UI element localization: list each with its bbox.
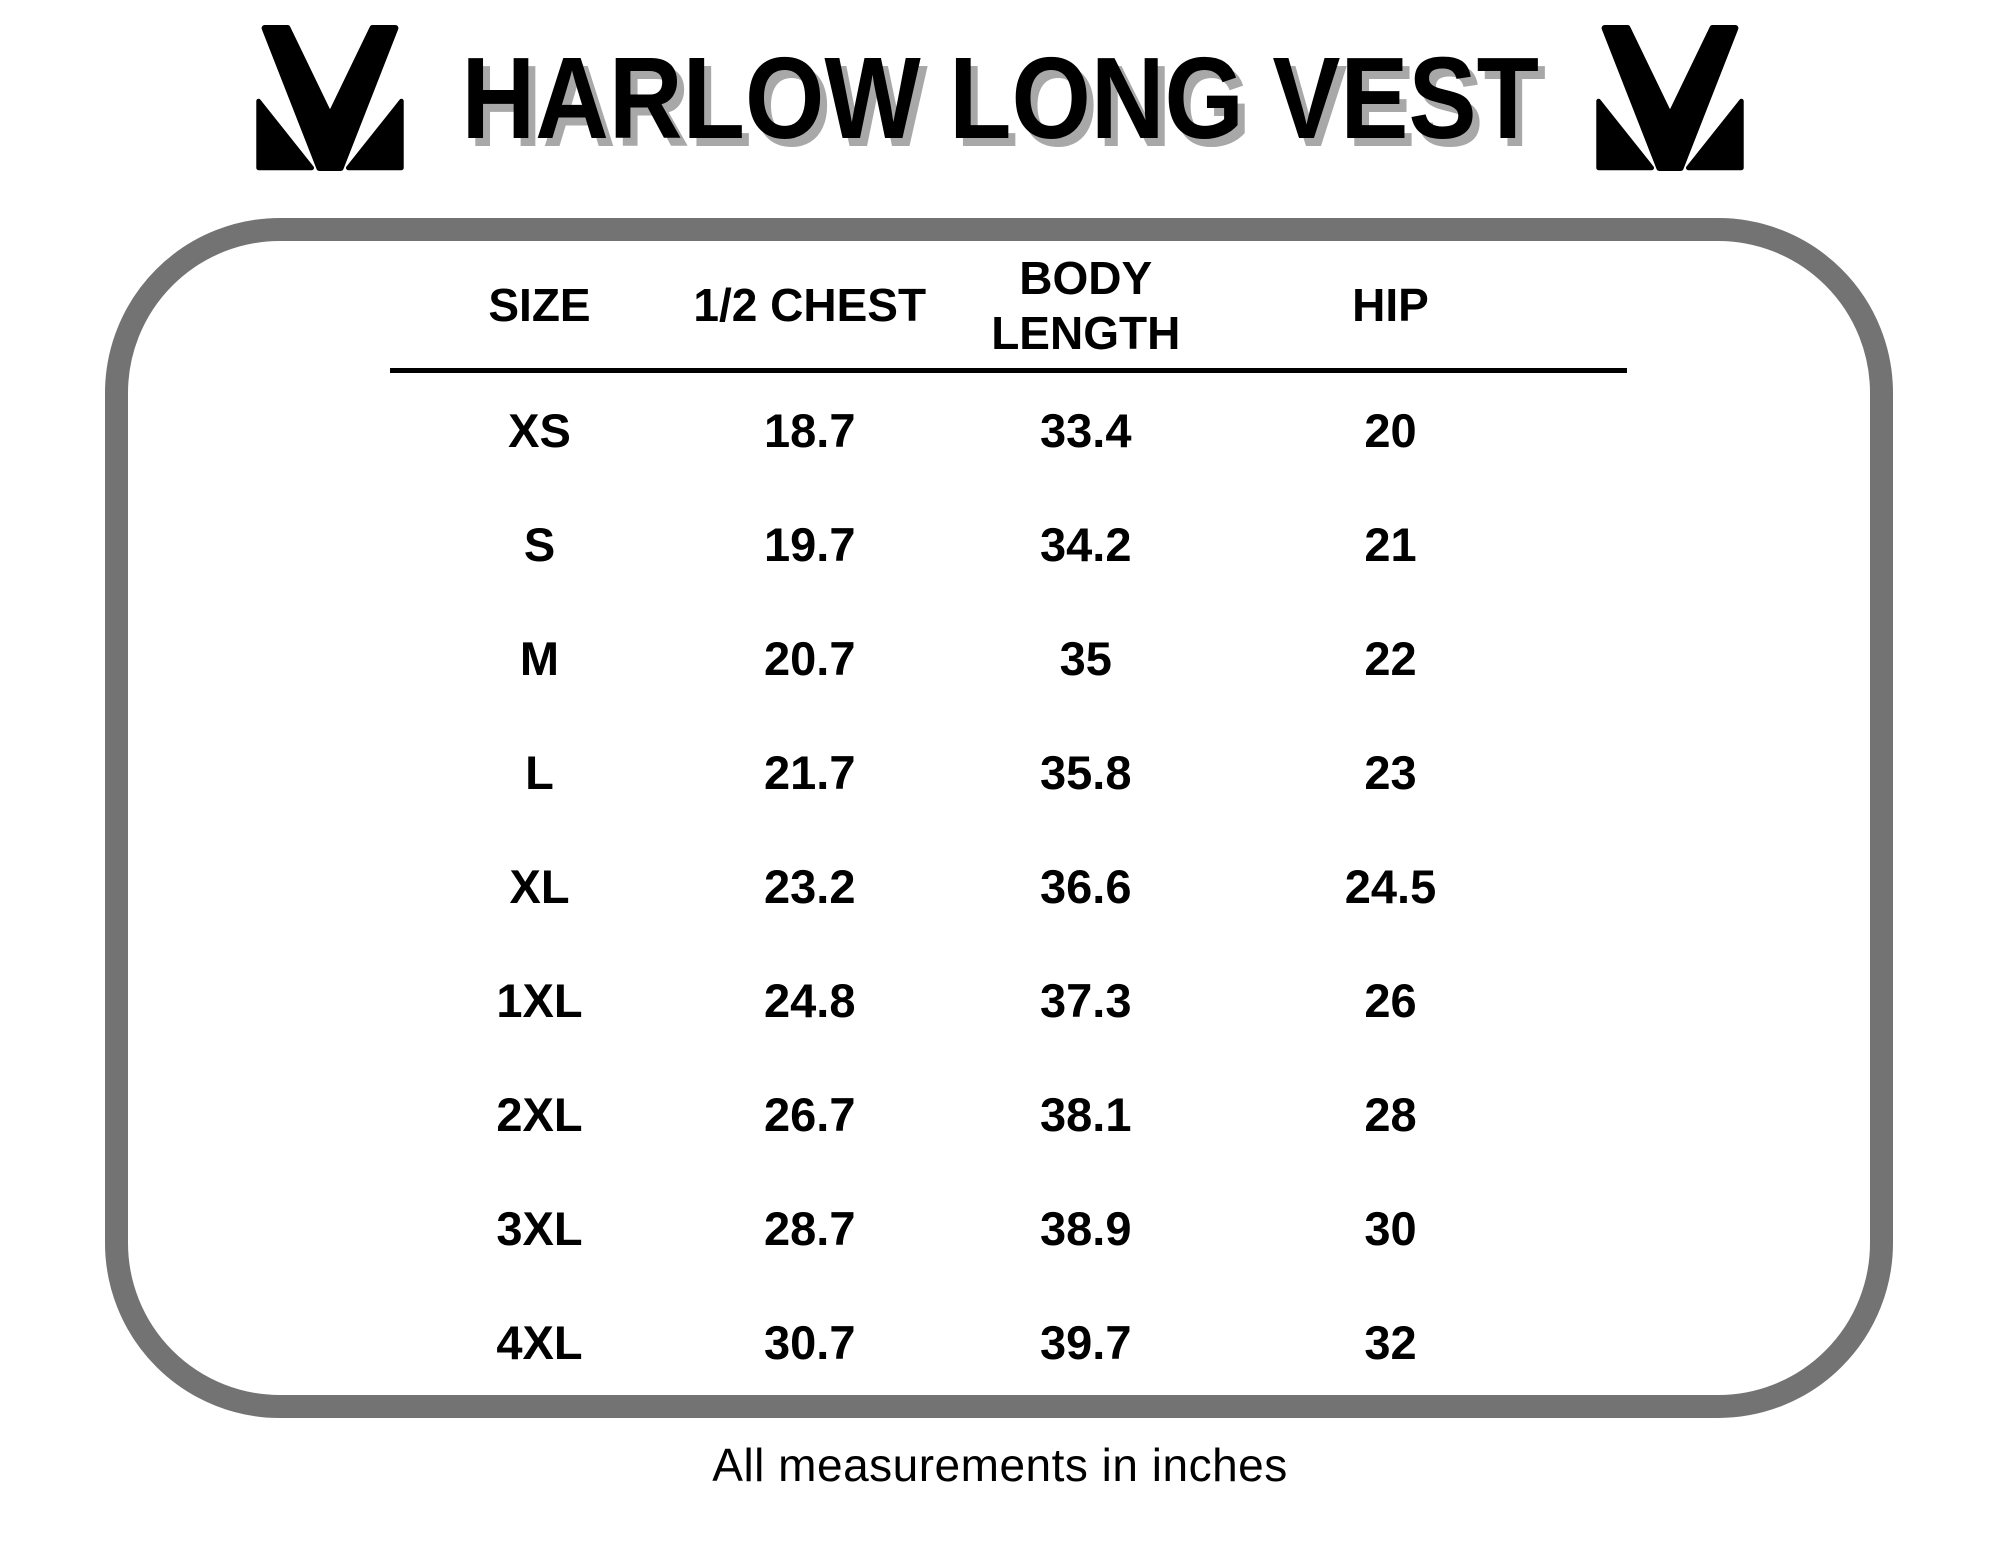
size-cell: 2XL [496,1087,583,1141]
size-cell: 1XL [496,973,583,1027]
body-length-cell: 33.4 [1040,403,1132,457]
table-row: L 21.7 35.8 23 [390,715,1540,829]
body-length-cell: 35.8 [1040,745,1132,799]
body-length-cell: 38.9 [1040,1201,1132,1255]
table-row: 1XL 24.8 37.3 26 [390,943,1540,1057]
column-header-body-length: BODY LENGTH [991,251,1181,359]
table-body: XS 18.7 33.4 20 S 19.7 34.2 21 M 20.7 35… [390,373,1540,1399]
hip-cell: 32 [1364,1315,1417,1369]
brand-m-logo-icon [1596,25,1744,171]
chest-cell: 19.7 [764,517,856,571]
chest-cell: 23.2 [764,859,856,913]
table-row: 2XL 26.7 38.1 28 [390,1057,1540,1171]
hip-cell: 24.5 [1344,859,1437,913]
table-row: XL 23.2 36.6 24.5 [390,829,1540,943]
size-cell: S [523,517,556,571]
size-cell: XS [508,403,571,457]
chest-cell: 26.7 [764,1087,856,1141]
table-row: M 20.7 35 22 [390,601,1540,715]
size-cell: 3XL [496,1201,583,1255]
table-row: 3XL 28.7 38.9 30 [390,1171,1540,1285]
header-divider-line [390,368,1627,373]
chest-cell: 30.7 [764,1315,856,1369]
size-cell: 4XL [496,1315,583,1369]
chest-cell: 21.7 [764,745,856,799]
chest-cell: 20.7 [764,631,856,685]
chest-cell: 24.8 [764,973,856,1027]
chest-cell: 18.7 [764,403,856,457]
body-length-cell: 36.6 [1040,859,1132,913]
size-cell: L [525,745,554,799]
measurements-note: All measurements in inches [712,1439,1288,1491]
brand-m-logo-icon [256,25,404,171]
column-header-size: SIZE [488,279,591,332]
body-length-cell: 35 [1059,631,1112,685]
hip-cell: 28 [1364,1087,1417,1141]
size-cell: XL [509,859,570,913]
hip-cell: 22 [1364,631,1417,685]
hip-cell: 20 [1364,403,1417,457]
page-title: HARLOW LONG VEST [461,32,1539,163]
hip-cell: 21 [1364,517,1417,571]
size-cell: M [519,631,560,685]
body-length-cell: 39.7 [1040,1315,1132,1369]
hip-cell: 23 [1364,745,1417,799]
table-row: 4XL 30.7 39.7 32 [390,1285,1540,1399]
table-header-row: SIZE 1/2 CHEST BODY LENGTH HIP [390,246,1540,366]
table-row: XS 18.7 33.4 20 [390,373,1540,487]
hip-cell: 30 [1364,1201,1417,1255]
body-length-cell: 37.3 [1040,973,1132,1027]
column-header-hip: HIP [1352,279,1429,332]
hip-cell: 26 [1364,973,1417,1027]
body-length-cell: 34.2 [1040,517,1132,571]
column-header-half-chest: 1/2 CHEST [693,279,927,332]
chest-cell: 28.7 [764,1201,856,1255]
header: HARLOW LONG VEST [0,22,2000,174]
body-length-cell: 38.1 [1040,1087,1132,1141]
size-chart-panel [105,218,1893,1418]
table-row: S 19.7 34.2 21 [390,487,1540,601]
